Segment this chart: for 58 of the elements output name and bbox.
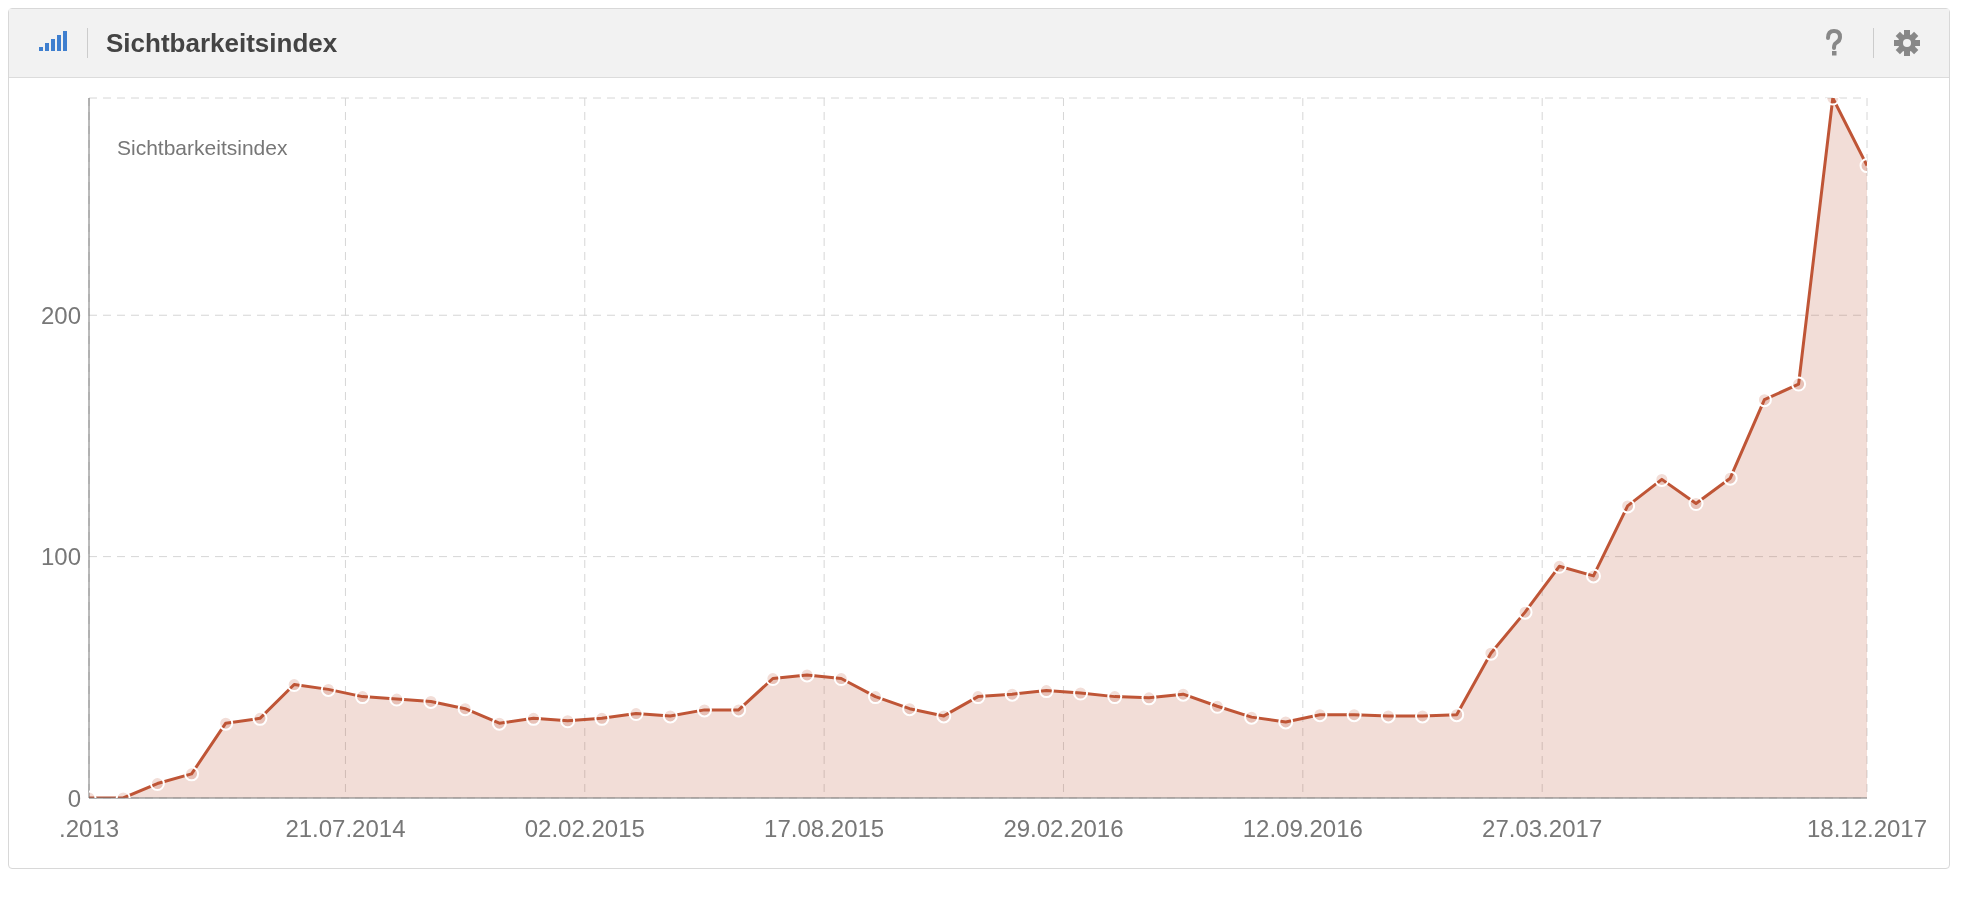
point <box>1004 686 1020 702</box>
point <box>1449 707 1465 723</box>
point <box>1175 686 1191 702</box>
point <box>970 689 986 705</box>
chart-title: Sichtbarkeitsindex <box>106 27 338 59</box>
x-tick-label: 17.08.2015 <box>764 815 885 843</box>
point <box>696 702 712 718</box>
point <box>1073 685 1089 701</box>
x-tick-label: 27.03.2017 <box>1482 815 1603 843</box>
point <box>560 713 576 729</box>
point <box>355 689 371 705</box>
point <box>1517 604 1533 620</box>
point <box>526 710 541 726</box>
point <box>1038 683 1054 699</box>
point <box>1483 645 1499 661</box>
point <box>1415 708 1430 724</box>
point <box>457 701 473 717</box>
x-tick-label: 02.02.2015 <box>524 815 645 843</box>
point <box>1107 689 1123 705</box>
point <box>491 715 507 731</box>
x-tick-label: 12.09.2016 <box>1242 815 1363 843</box>
point <box>1209 698 1225 714</box>
point <box>594 710 610 726</box>
point <box>936 708 952 724</box>
x-tick-label: .2013 <box>58 815 120 843</box>
point <box>1244 709 1260 725</box>
point <box>286 677 302 693</box>
point <box>1380 708 1396 724</box>
x-tick-label: 29.02.2016 <box>1003 815 1124 843</box>
point <box>799 667 815 683</box>
point <box>1346 707 1362 723</box>
point <box>867 689 883 705</box>
x-tick-label: 18.12.2017 <box>1806 815 1928 843</box>
point <box>628 706 644 722</box>
y-tick-label: 100 <box>40 543 81 571</box>
point <box>833 671 849 687</box>
point <box>1620 498 1636 514</box>
point <box>184 766 200 782</box>
point <box>731 702 747 718</box>
point <box>662 708 678 724</box>
point <box>1312 707 1328 723</box>
point <box>1722 470 1738 486</box>
point <box>1585 568 1601 584</box>
point <box>902 701 918 717</box>
point <box>1278 714 1294 730</box>
y-tick-label: 0 <box>67 784 81 812</box>
y-axis-title: Sichtbarkeitsindex <box>117 136 288 160</box>
point <box>252 710 268 726</box>
point <box>218 715 234 731</box>
point <box>1551 558 1567 574</box>
point <box>149 776 165 792</box>
point <box>1141 690 1157 706</box>
point <box>1791 376 1807 392</box>
point <box>389 691 405 707</box>
y-tick-label: 200 <box>40 301 81 329</box>
point <box>1688 496 1704 512</box>
x-tick-label: 21.07.2014 <box>285 815 406 843</box>
point <box>765 671 781 687</box>
